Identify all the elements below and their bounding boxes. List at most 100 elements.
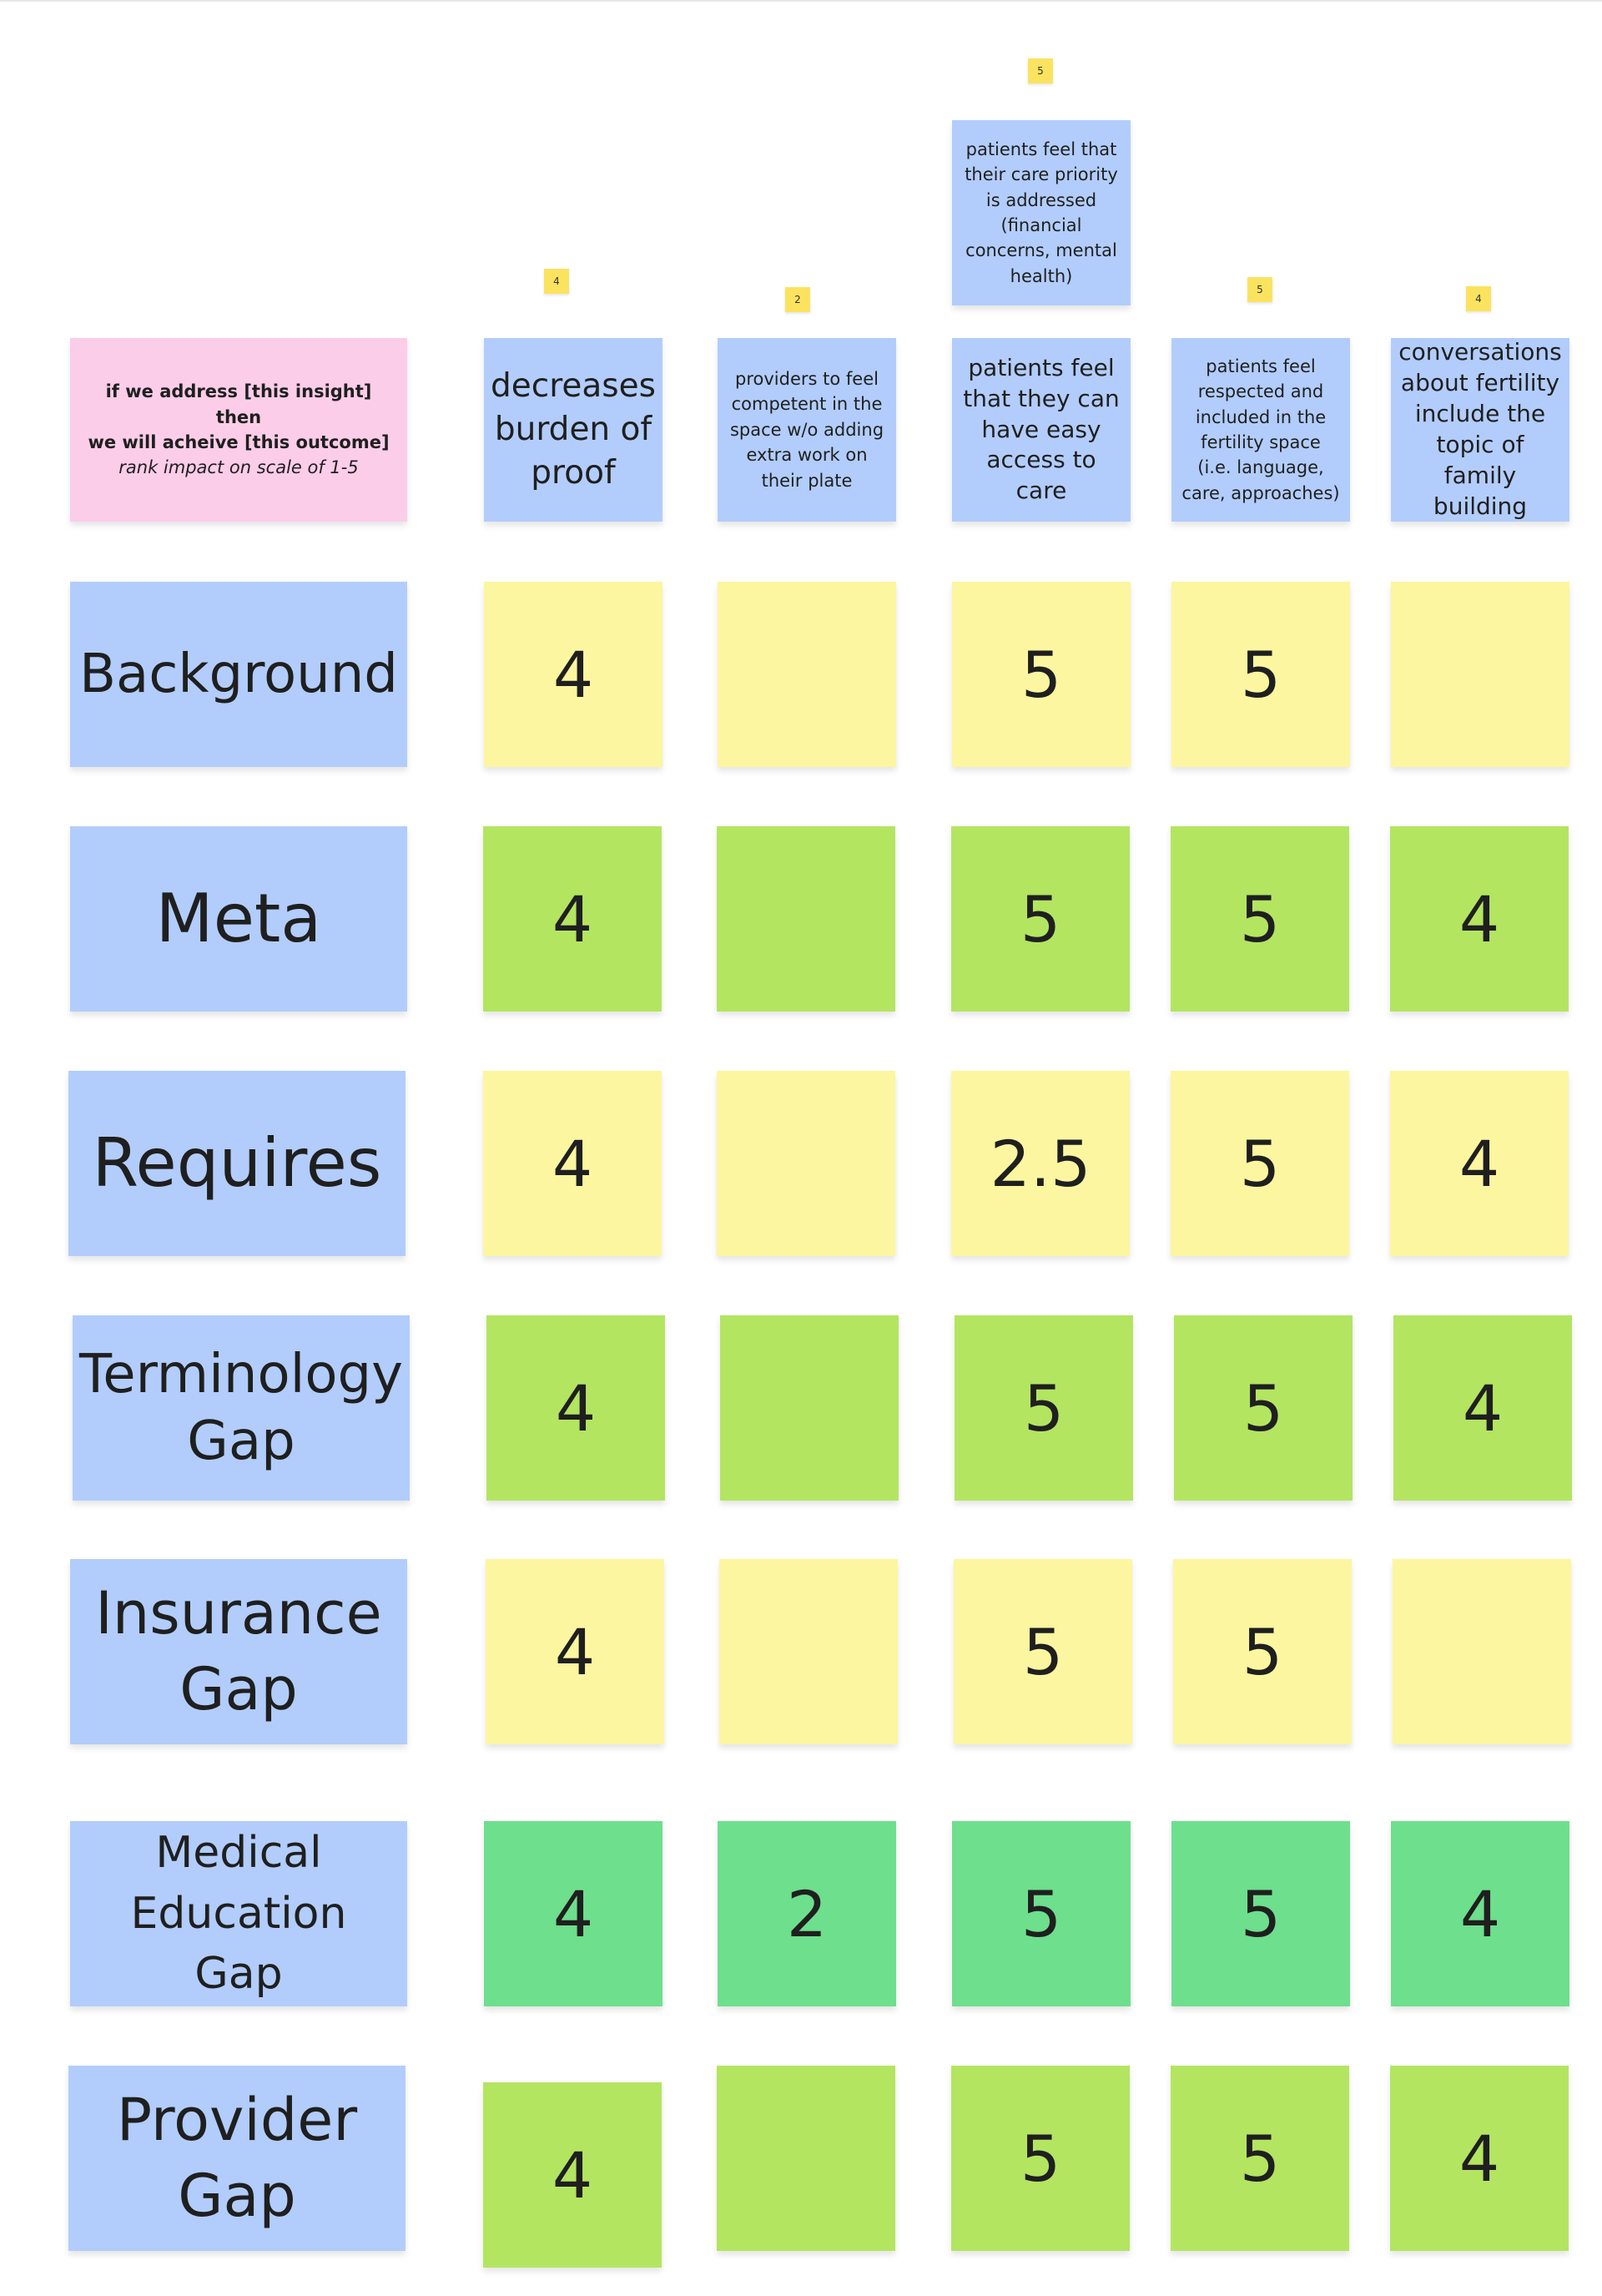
score-value: 2.5 (990, 1126, 1091, 1201)
row-label-requires[interactable]: Requires (68, 1071, 406, 1256)
score-value: 5 (1239, 2121, 1281, 2196)
score-value: 4 (1459, 1876, 1501, 1951)
score-value: 5 (1240, 637, 1282, 712)
score-value: 5 (1022, 1614, 1064, 1689)
outcome-label-3: patients feel that they can have easy ac… (963, 353, 1120, 505)
score-value: 5 (1239, 1126, 1281, 1201)
score-value: 4 (1458, 2121, 1500, 2196)
score-cell[interactable]: 5 (1171, 826, 1349, 1012)
outcome-score-1: 4 (553, 275, 560, 287)
score-value: 2 (786, 1876, 828, 1951)
score-cell[interactable]: 4 (1390, 2066, 1569, 2251)
score-value: 4 (1458, 881, 1500, 956)
outcome-header-1[interactable]: decreases burden of proof (484, 338, 662, 522)
score-cell[interactable]: 4 (484, 582, 662, 767)
score-cell[interactable]: 5 (1174, 1315, 1353, 1501)
row-label-medical-education-gap[interactable]: Medical Education Gap (70, 1821, 407, 2006)
score-cell[interactable] (1393, 1559, 1571, 1744)
score-value: 4 (1458, 1126, 1500, 1201)
outcome-score-4: 5 (1257, 284, 1263, 295)
row-label-text: Terminology Gap (78, 1344, 404, 1472)
outcome-header-2[interactable]: providers to feel competent in the space… (718, 338, 896, 522)
score-cell[interactable]: 5 (951, 826, 1130, 1012)
score-value: 5 (1239, 881, 1281, 956)
score-value: 4 (552, 1876, 594, 1951)
score-value: 4 (552, 2137, 593, 2213)
score-cell[interactable]: 4 (1390, 1071, 1569, 1256)
row-label-text: Requires (92, 1124, 382, 1202)
score-value: 5 (1020, 1876, 1062, 1951)
row-label-text: Insurance Gap (95, 1579, 382, 1723)
score-cell[interactable]: 5 (952, 1821, 1131, 2006)
outcome-score-tag-1[interactable]: 4 (544, 269, 569, 294)
score-cell[interactable]: 4 (483, 2082, 662, 2268)
score-cell[interactable]: 2 (718, 1821, 896, 2006)
row-label-insurance-gap[interactable]: Insurance Gap (70, 1559, 407, 1744)
score-cell[interactable]: 4 (1393, 1315, 1572, 1501)
score-cell[interactable]: 4 (484, 1821, 662, 2006)
score-cell[interactable] (717, 2066, 895, 2251)
score-cell[interactable]: 5 (1173, 1559, 1352, 1744)
score-cell[interactable]: 5 (954, 1559, 1132, 1744)
outcome-header-3[interactable]: patients feel that they can have easy ac… (952, 338, 1131, 522)
row-label-background[interactable]: Background (70, 582, 407, 767)
score-value: 5 (1242, 1370, 1284, 1446)
score-cell[interactable] (717, 1071, 895, 1256)
score-cell[interactable] (719, 1559, 898, 1744)
score-cell[interactable]: 4 (483, 1071, 662, 1256)
score-cell[interactable]: 5 (1171, 1071, 1349, 1256)
outcome-header-4[interactable]: patients feel respected and included in … (1171, 338, 1350, 522)
outcome-label-1: decreases burden of proof (491, 366, 656, 492)
score-cell[interactable] (1391, 582, 1569, 767)
extra-outcome-score-tag[interactable]: 5 (1028, 58, 1053, 83)
legend-line-2: we will acheive [this outcome] (88, 432, 390, 452)
score-value: 4 (555, 1370, 597, 1446)
score-cell[interactable]: 4 (486, 1559, 664, 1744)
row-label-terminology-gap[interactable]: Terminology Gap (73, 1315, 410, 1501)
score-value: 5 (1240, 1876, 1282, 1951)
extra-outcome-score: 5 (1037, 65, 1044, 77)
row-label-provider-gap[interactable]: Provider Gap (68, 2066, 406, 2251)
score-cell[interactable]: 4 (1390, 826, 1569, 1012)
outcome-score-tag-4[interactable]: 5 (1247, 277, 1272, 302)
outcome-label-2: providers to feel competent in the space… (729, 368, 884, 491)
row-label-meta[interactable]: Meta (70, 826, 407, 1012)
row-label-text: Background (79, 643, 398, 705)
score-cell[interactable] (717, 826, 895, 1012)
score-cell[interactable] (718, 582, 896, 767)
outcome-label-4: patients feel respected and included in … (1181, 356, 1340, 503)
score-cell[interactable]: 5 (1171, 2066, 1349, 2251)
score-value: 4 (1462, 1370, 1504, 1446)
row-label-text: Provider Gap (116, 2086, 358, 2230)
row-label-text: Meta (155, 880, 322, 957)
canvas-top-border (0, 0, 1602, 2)
outcome-score-2: 2 (794, 294, 801, 305)
score-value: 5 (1242, 1614, 1283, 1689)
extra-outcome-label: patients feel that their care priority i… (965, 139, 1118, 286)
score-value: 4 (552, 637, 594, 712)
score-value: 5 (1023, 1370, 1065, 1446)
score-cell[interactable]: 4 (1391, 1821, 1569, 2006)
score-value: 4 (552, 1126, 593, 1201)
score-cell[interactable]: 2.5 (951, 1071, 1130, 1256)
legend-sticky[interactable]: if we address [this insight] then we wil… (70, 338, 407, 522)
score-cell[interactable]: 5 (955, 1315, 1133, 1501)
legend-line-3: rank impact on scale of 1-5 (118, 457, 359, 478)
score-cell[interactable]: 5 (951, 2066, 1130, 2251)
score-value: 5 (1020, 881, 1061, 956)
outcome-header-5[interactable]: conversations about fertility include th… (1391, 338, 1569, 522)
score-cell[interactable]: 5 (952, 582, 1131, 767)
score-value: 5 (1020, 637, 1062, 712)
score-cell[interactable]: 4 (483, 826, 662, 1012)
outcome-label-5: conversations about fertility include th… (1398, 338, 1562, 520)
extra-outcome-sticky[interactable]: patients feel that their care priority i… (952, 120, 1131, 305)
legend-line-1: if we address [this insight] then (105, 381, 372, 427)
score-cell[interactable]: 5 (1171, 582, 1350, 767)
outcome-score-tag-2[interactable]: 2 (785, 287, 810, 312)
score-cell[interactable]: 4 (486, 1315, 665, 1501)
score-cell[interactable] (720, 1315, 899, 1501)
row-label-text: Medical Education Gap (130, 1827, 347, 2000)
outcome-score-tag-5[interactable]: 4 (1466, 286, 1491, 311)
score-cell[interactable]: 5 (1171, 1821, 1350, 2006)
outcome-score-5: 4 (1475, 293, 1482, 305)
